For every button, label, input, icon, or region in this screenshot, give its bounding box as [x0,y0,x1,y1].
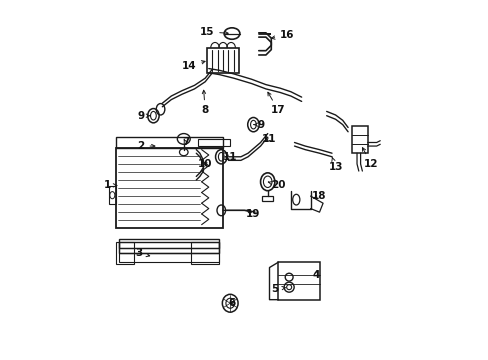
Text: 8: 8 [201,90,208,115]
Bar [116,242,134,264]
Text: 13: 13 [327,157,342,172]
Text: 1: 1 [103,180,117,190]
Bar [108,186,116,204]
Text: 2: 2 [137,141,155,151]
Text: 16: 16 [271,30,294,40]
Text: 3: 3 [135,248,149,258]
Text: 6: 6 [228,298,235,308]
Text: 18: 18 [312,191,326,201]
Bar [278,262,319,300]
Bar [206,48,239,73]
Bar [119,253,219,262]
Text: 7: 7 [182,138,189,148]
Text: 20: 20 [268,180,285,190]
Bar [119,248,219,253]
Text: 5: 5 [271,284,285,294]
Text: 9: 9 [254,120,264,130]
Bar [119,242,219,253]
Bar [262,196,272,202]
Text: 19: 19 [246,209,260,219]
Text: 14: 14 [182,60,204,71]
Text: 15: 15 [199,27,228,37]
Text: 9: 9 [137,111,150,121]
Bar [351,126,367,153]
Text: 11: 11 [262,134,276,144]
Bar [198,139,230,146]
Bar [116,148,223,228]
Text: 11: 11 [223,152,237,162]
Text: 12: 12 [362,148,378,169]
Text: 17: 17 [267,92,285,115]
Bar [190,242,219,264]
Text: 4: 4 [312,270,319,280]
Bar [119,239,219,248]
Text: 10: 10 [198,159,212,169]
Bar [116,137,223,148]
